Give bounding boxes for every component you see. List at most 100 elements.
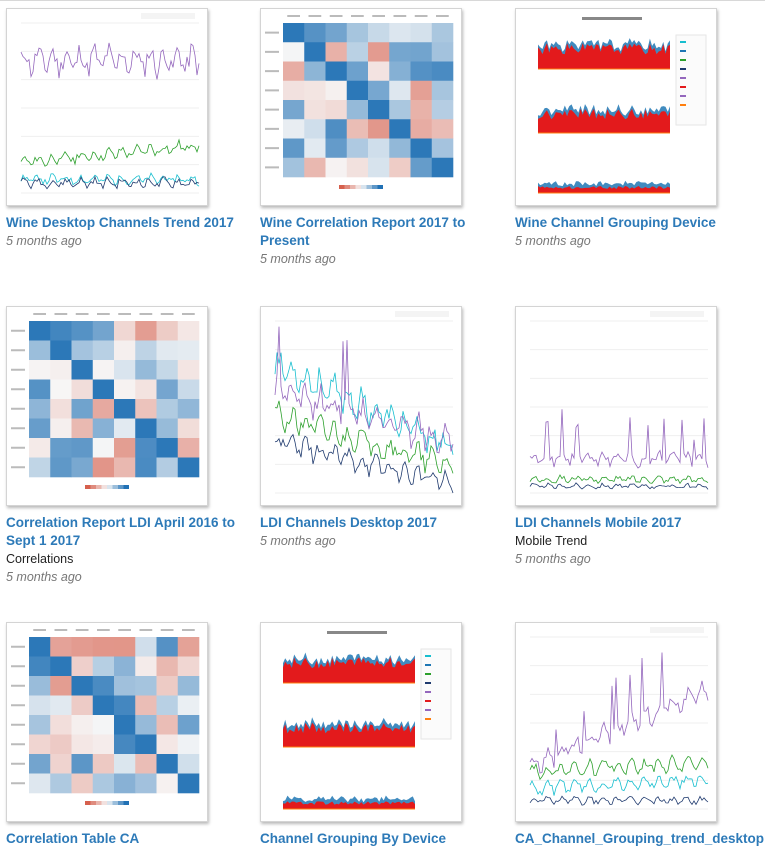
heatmap-cell: [389, 157, 411, 178]
dashboard-title-link[interactable]: LDI Channels Desktop 2017: [260, 515, 438, 530]
heatmap-cell: [156, 754, 179, 774]
legend: [141, 13, 195, 19]
dashboard-title-link[interactable]: Correlation Report LDI April 2016 to Sep…: [6, 515, 236, 548]
heatmap-col-label: [75, 313, 89, 315]
heatmap-cell: [177, 360, 200, 380]
heatmap-col-label: [139, 313, 153, 315]
series-line: [20, 42, 200, 80]
thumbnail[interactable]: [6, 306, 208, 506]
colorbar-swatch: [96, 485, 102, 489]
heatmap-cell: [135, 676, 157, 696]
series-line: [529, 482, 709, 490]
dashboard-card-wine-device: Wine Channel Grouping Device 5 months ag…: [515, 8, 765, 250]
series-line: [529, 652, 709, 774]
dashboard-title-link[interactable]: Wine Channel Grouping Device: [515, 215, 716, 230]
dashboard-time: 5 months ago: [6, 234, 82, 248]
heatmap-cell: [50, 695, 72, 716]
legend-swatch: [425, 718, 431, 720]
heatmap-cell: [346, 80, 369, 101]
heatmap-col-label: [414, 15, 428, 17]
heatmap-cell: [431, 100, 454, 120]
legend-swatch: [425, 691, 431, 693]
dashboard-title-link[interactable]: LDI Channels Mobile 2017: [515, 515, 682, 530]
heatmap-cell: [50, 656, 72, 677]
colorbar-swatch: [112, 801, 118, 805]
dashboard-card-wine-desktop: Wine Desktop Channels Trend 2017 5 month…: [6, 8, 256, 250]
heatmap-row-label: [11, 368, 25, 371]
heatmap-cell: [29, 438, 51, 458]
thumbnail[interactable]: [515, 622, 717, 822]
heatmap-cell: [114, 695, 136, 716]
heatmap-col-label: [33, 629, 46, 631]
heatmap-cell: [135, 360, 157, 380]
dashboard-title-link[interactable]: Correlation Table CA: [6, 831, 140, 846]
legend-swatch: [680, 50, 686, 52]
heatmap-cell: [71, 656, 94, 677]
heatmap-cell: [304, 23, 326, 43]
heatmap-row-label: [11, 466, 25, 469]
heatmap-cell: [177, 656, 200, 677]
dashboard-description: Mobile Trend: [515, 534, 588, 548]
heatmap-cell: [325, 138, 348, 159]
heatmap-cell: [114, 734, 136, 755]
heatmap-cell: [92, 457, 115, 478]
heatmap-cell: [389, 80, 411, 101]
heatmap-cell: [410, 42, 433, 62]
heatmap-row-label: [265, 108, 279, 111]
heatmap-cell: [71, 734, 94, 755]
heatmap-cell: [50, 379, 72, 400]
heatmap-cell: [156, 340, 179, 361]
heatmap-col-label: [139, 629, 153, 631]
heatmap-cell: [135, 637, 157, 657]
legend: [395, 311, 449, 317]
heatmap-row-label: [265, 70, 279, 73]
heatmap-cell: [29, 695, 51, 716]
legend: [420, 648, 452, 740]
heatmap-cell: [50, 418, 72, 439]
legend-swatch: [680, 59, 686, 61]
heatmap-row-label: [11, 782, 25, 785]
heatmap-col-label: [54, 313, 68, 315]
dashboard-time: 5 months ago: [515, 234, 591, 248]
heatmap-cell: [135, 418, 157, 439]
heatmap-cell: [325, 80, 348, 101]
heatmap-cell: [283, 80, 305, 101]
heatmap-cell: [283, 157, 305, 178]
colorbar-swatch: [123, 801, 129, 805]
chart-preview-device: [538, 17, 707, 194]
heatmap-cell: [29, 418, 51, 439]
legend-swatch: [680, 95, 686, 97]
dashboard-title-link[interactable]: Wine Correlation Report 2017 to Present: [260, 215, 466, 248]
series-line: [529, 754, 709, 781]
heatmap-cell: [50, 360, 72, 380]
thumbnail[interactable]: [260, 622, 462, 822]
dashboard-title-link[interactable]: Wine Desktop Channels Trend 2017: [6, 215, 234, 230]
heatmap-cell: [135, 340, 157, 361]
heatmap-row-label: [265, 50, 279, 53]
thumbnail[interactable]: [260, 306, 462, 506]
chart-preview-device: [283, 631, 452, 810]
thumbnail[interactable]: [6, 8, 208, 206]
colorbar-swatch: [107, 485, 113, 489]
heatmap-cell: [177, 321, 200, 341]
heatmap-cell: [114, 715, 136, 735]
dashboard-time: 5 months ago: [6, 570, 82, 584]
thumbnail[interactable]: [6, 622, 208, 822]
series-line: [529, 795, 709, 806]
heatmap-cell: [29, 676, 51, 696]
heatmap-col-label: [393, 15, 407, 17]
heatmap-row-label: [265, 166, 279, 169]
colorbar-swatch: [372, 185, 378, 189]
thumbnail[interactable]: [515, 306, 717, 506]
dashboard-title-link[interactable]: Channel Grouping By Device: [260, 831, 447, 846]
heatmap-cell: [92, 695, 115, 716]
heatmap-cell: [389, 42, 411, 62]
colorbar-swatch: [118, 485, 124, 489]
heatmap-cell: [177, 438, 200, 458]
heatmap-cell: [92, 379, 115, 400]
heatmap-cell: [92, 418, 115, 439]
heatmap-cell: [135, 734, 157, 755]
dashboard-title-link[interactable]: CA_Channel_Grouping_trend_desktop: [515, 831, 765, 846]
thumbnail[interactable]: [515, 8, 717, 206]
thumbnail[interactable]: [260, 8, 462, 206]
